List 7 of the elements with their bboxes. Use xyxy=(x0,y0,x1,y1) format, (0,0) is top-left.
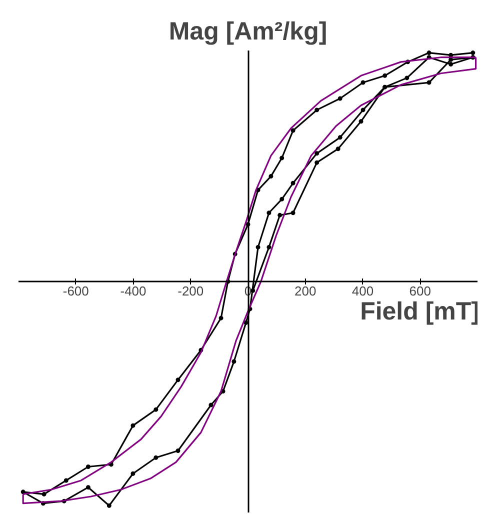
x-tick-label: -600 xyxy=(62,284,89,298)
x-tick-label: 200 xyxy=(294,284,316,298)
x-tick-label: -400 xyxy=(120,284,146,298)
x-tick-label: 600 xyxy=(409,284,431,298)
y-axis-title: Mag [Am²/kg] xyxy=(168,18,328,46)
x-tick-label: -200 xyxy=(178,284,204,298)
x-tick-label: 400 xyxy=(352,284,374,298)
